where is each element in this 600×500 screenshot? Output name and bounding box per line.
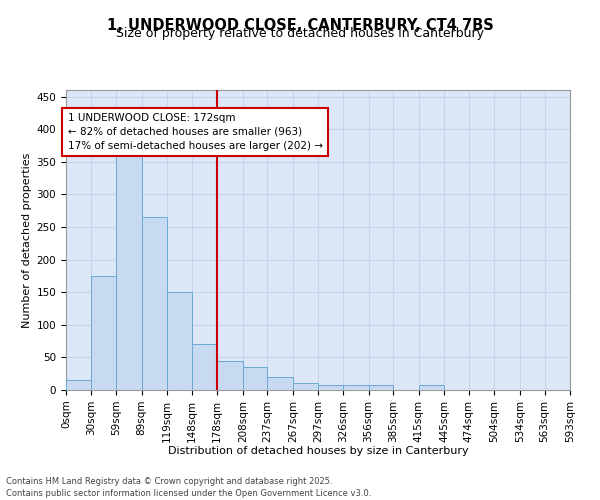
- Bar: [368, 385, 393, 390]
- Bar: [243, 367, 268, 390]
- Bar: [217, 360, 243, 390]
- Bar: [319, 385, 343, 390]
- Bar: [142, 217, 167, 390]
- Text: Contains HM Land Registry data © Crown copyright and database right 2025.
Contai: Contains HM Land Registry data © Crown c…: [6, 476, 371, 498]
- Bar: [268, 377, 293, 390]
- Text: 1, UNDERWOOD CLOSE, CANTERBURY, CT4 7BS: 1, UNDERWOOD CLOSE, CANTERBURY, CT4 7BS: [107, 18, 493, 32]
- Bar: [419, 385, 444, 390]
- Bar: [66, 380, 91, 390]
- Bar: [343, 385, 368, 390]
- Y-axis label: Number of detached properties: Number of detached properties: [22, 152, 32, 328]
- Text: Size of property relative to detached houses in Canterbury: Size of property relative to detached ho…: [116, 28, 484, 40]
- Bar: [116, 148, 142, 390]
- Bar: [91, 276, 116, 390]
- Bar: [192, 344, 217, 390]
- X-axis label: Distribution of detached houses by size in Canterbury: Distribution of detached houses by size …: [167, 446, 469, 456]
- Bar: [293, 384, 319, 390]
- Text: 1 UNDERWOOD CLOSE: 172sqm
← 82% of detached houses are smaller (963)
17% of semi: 1 UNDERWOOD CLOSE: 172sqm ← 82% of detac…: [68, 113, 323, 151]
- Bar: [167, 292, 192, 390]
